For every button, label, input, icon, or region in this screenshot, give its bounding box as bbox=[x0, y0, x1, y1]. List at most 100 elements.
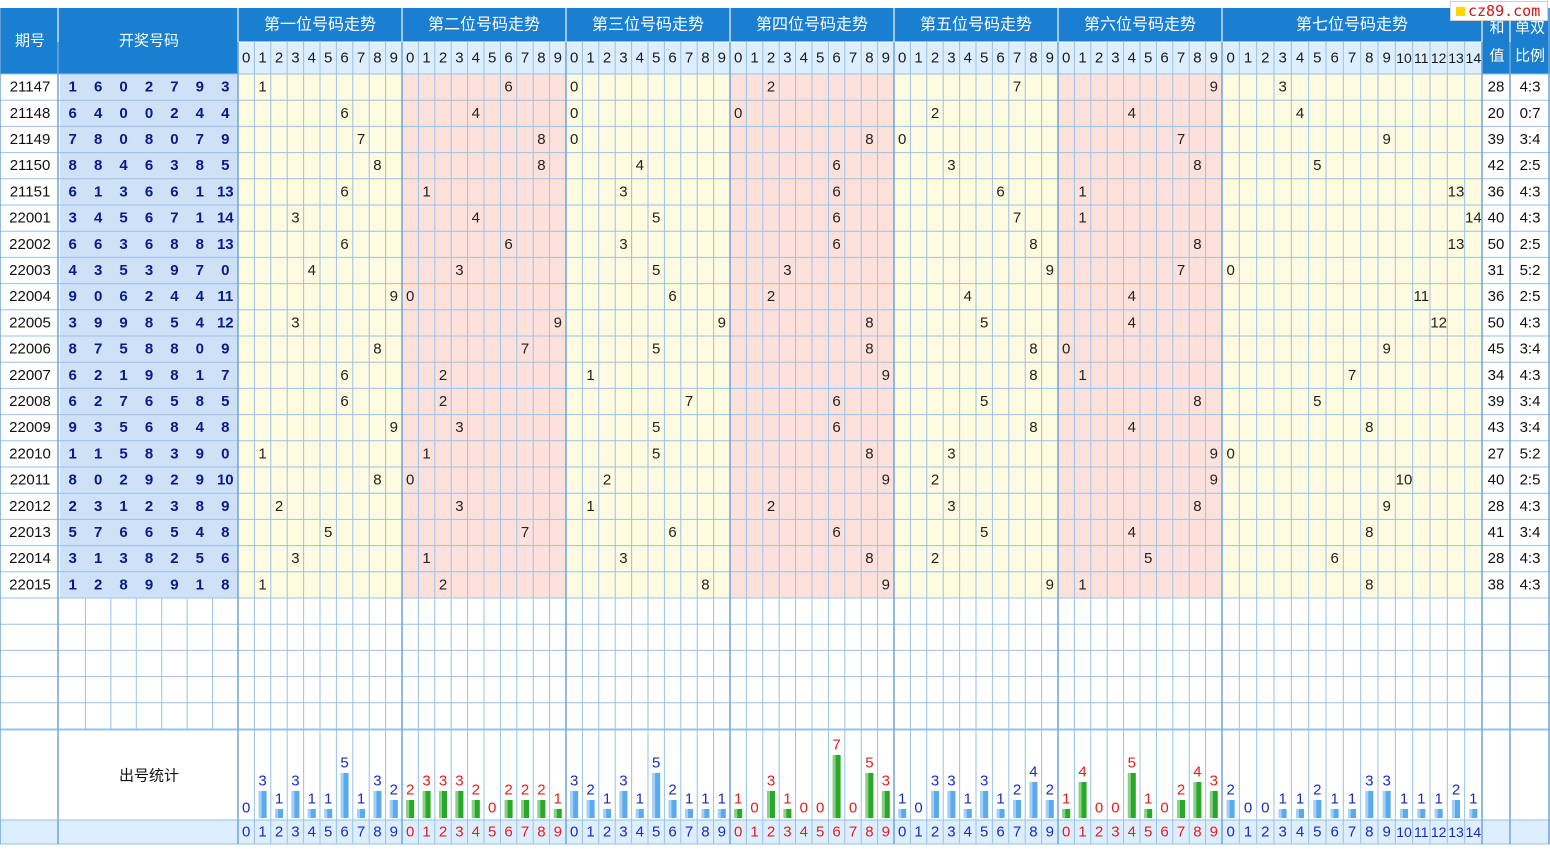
stat-bar bbox=[898, 809, 907, 818]
stat-value: 3 bbox=[619, 773, 627, 790]
stat-value: 2 bbox=[1013, 782, 1021, 799]
stat-value: 3 bbox=[291, 773, 299, 790]
digit-header: 3 bbox=[1278, 50, 1286, 67]
footer-digit: 2 bbox=[767, 824, 775, 841]
digit-header: 2 bbox=[767, 50, 775, 67]
footer-digit: 5 bbox=[980, 824, 988, 841]
stat-bar-shine bbox=[1434, 809, 1438, 818]
footer-digit: 8 bbox=[1365, 824, 1373, 841]
stat-bar bbox=[422, 791, 431, 818]
trend-mark: 10 bbox=[1396, 472, 1413, 489]
stat-bar bbox=[685, 809, 693, 818]
stat-bar bbox=[1296, 809, 1304, 818]
trend-mark: 3 bbox=[291, 210, 299, 227]
stat-bar-shine bbox=[422, 791, 426, 818]
ratio-cell: 3:4 bbox=[1520, 131, 1541, 148]
stat-bar-shine bbox=[389, 800, 393, 818]
trend-mark: 5 bbox=[324, 524, 332, 541]
trend-mark: 9 bbox=[554, 314, 562, 331]
trend-mark: 0 bbox=[1226, 445, 1234, 462]
draw-number: 8 bbox=[69, 341, 77, 358]
digit-header: 5 bbox=[1144, 50, 1152, 67]
stat-bar bbox=[1078, 782, 1087, 818]
footer-digit: 8 bbox=[373, 824, 381, 841]
stat-bar bbox=[1177, 800, 1185, 818]
trend-mark: 9 bbox=[1382, 498, 1390, 515]
draw-number: 2 bbox=[145, 498, 153, 515]
draw-number: 3 bbox=[69, 314, 77, 331]
digit-header: 8 bbox=[1029, 50, 1037, 67]
trend-mark: 6 bbox=[340, 367, 348, 384]
digit-header: 1 bbox=[586, 50, 594, 67]
trend-mark: 4 bbox=[1128, 105, 1136, 122]
draw-number: 3 bbox=[69, 210, 77, 227]
stat-bar bbox=[389, 800, 398, 818]
draw-number: 8 bbox=[170, 419, 178, 436]
draw-number: 9 bbox=[221, 498, 229, 515]
stat-bar-shine bbox=[1278, 809, 1282, 818]
stat-bar bbox=[553, 809, 562, 818]
trend-mark: 0 bbox=[570, 105, 578, 122]
trend-mark: 6 bbox=[668, 288, 676, 305]
stat-bar-shine bbox=[291, 791, 295, 818]
site-logo[interactable]: cz89.com bbox=[1450, 1, 1548, 21]
draw-number: 3 bbox=[119, 236, 127, 253]
digit-header: 9 bbox=[718, 50, 726, 67]
footer-digit: 5 bbox=[324, 824, 332, 841]
stat-bar-shine bbox=[406, 800, 410, 818]
footer-digit: 1 bbox=[914, 824, 922, 841]
stat-bar-shine bbox=[881, 791, 885, 818]
trend-mark: 6 bbox=[340, 393, 348, 410]
draw-number: 13 bbox=[217, 183, 234, 200]
digit-header: 1 bbox=[258, 50, 266, 67]
digit-header: 8 bbox=[865, 50, 873, 67]
position-7-header: 第七位号码走势 bbox=[1296, 16, 1408, 34]
stat-bar-shine bbox=[652, 773, 656, 818]
sum-cell: 39 bbox=[1488, 393, 1505, 410]
trend-mark: 8 bbox=[1365, 524, 1373, 541]
stat-bar bbox=[1348, 809, 1356, 818]
footer-digit: 9 bbox=[1046, 824, 1054, 841]
draw-number: 5 bbox=[69, 524, 77, 541]
footer-digit: 7 bbox=[685, 824, 693, 841]
draw-number: 8 bbox=[145, 314, 153, 331]
stat-bar bbox=[1029, 782, 1038, 818]
trend-mark: 2 bbox=[931, 105, 939, 122]
trend-mark: 1 bbox=[1078, 576, 1086, 593]
stat-value: 3 bbox=[931, 773, 939, 790]
trend-mark: 8 bbox=[537, 131, 545, 148]
stat-bar-shine bbox=[1127, 773, 1131, 818]
trend-mark: 0 bbox=[734, 105, 742, 122]
stat-value: 2 bbox=[504, 782, 512, 799]
stat-bar bbox=[1226, 800, 1235, 818]
digit-header: 6 bbox=[1330, 50, 1338, 67]
digit-header: 0 bbox=[1062, 50, 1070, 67]
draw-number: 0 bbox=[94, 288, 102, 305]
footer-digit: 0 bbox=[406, 824, 414, 841]
trend-mark: 3 bbox=[619, 183, 627, 200]
draw-number: 9 bbox=[196, 472, 204, 489]
draw-number: 5 bbox=[119, 262, 127, 279]
stat-bar-shine bbox=[1226, 800, 1230, 818]
digit-header: 6 bbox=[996, 50, 1004, 67]
position-5-header: 第五位号码走势 bbox=[920, 16, 1032, 34]
ratio-cell: 5:2 bbox=[1520, 445, 1541, 462]
stat-bar bbox=[1400, 809, 1408, 818]
stat-bar bbox=[439, 791, 447, 818]
trend-mark: 11 bbox=[1414, 288, 1430, 305]
draw-number: 3 bbox=[170, 445, 178, 462]
stat-bar-shine bbox=[717, 809, 721, 818]
draw-number: 4 bbox=[196, 105, 205, 122]
trend-mark: 3 bbox=[291, 550, 299, 567]
ratio-cell: 2:5 bbox=[1520, 288, 1541, 305]
digit-header: 3 bbox=[291, 50, 299, 67]
stat-bar bbox=[1365, 791, 1374, 818]
stat-value: 1 bbox=[1400, 791, 1408, 808]
stat-value: 1 bbox=[783, 791, 791, 808]
period-cell: 22001 bbox=[9, 210, 51, 227]
period-cell: 22014 bbox=[9, 550, 51, 567]
footer-digit: 0 bbox=[242, 824, 250, 841]
trend-mark: 5 bbox=[652, 210, 660, 227]
sum-cell: 27 bbox=[1488, 445, 1505, 462]
sum-cell: 45 bbox=[1488, 341, 1505, 358]
